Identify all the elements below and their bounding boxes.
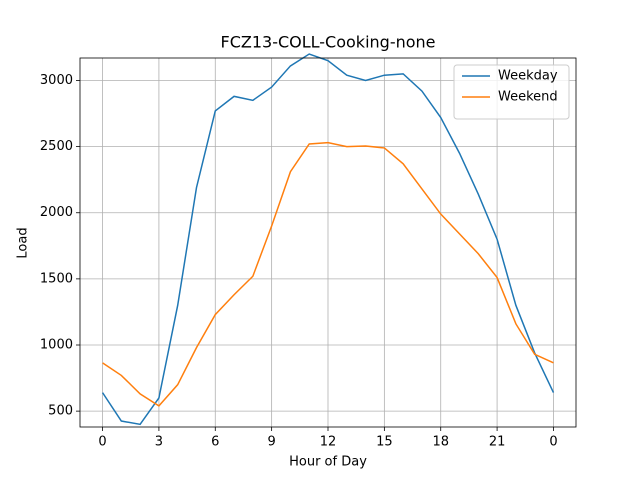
legend: Weekday Weekend (453, 64, 570, 120)
x-axis-label: Hour of Day (289, 455, 367, 470)
data-line (102, 141, 554, 407)
y-tick-label: 2500 (40, 139, 73, 154)
x-tick-label: 21 (489, 435, 506, 450)
y-tick-label: 500 (48, 404, 73, 419)
y-tick-label: 3000 (40, 73, 73, 88)
chart-title: FCZ13-COLL-Cooking-none (221, 33, 436, 52)
x-tick-label: 3 (155, 435, 163, 450)
x-tick-label: 9 (267, 435, 275, 450)
x-tick-label: 12 (320, 435, 337, 450)
y-tick-label: 1000 (40, 338, 73, 353)
y-tick-label: 2000 (40, 205, 73, 220)
legend-label: Weekday (498, 69, 558, 84)
x-tick-label: 0 (98, 435, 106, 450)
plot-frame (79, 57, 577, 428)
x-tick-label: 0 (549, 435, 557, 450)
y-tick-label: 1500 (40, 271, 73, 286)
data-line (101, 53, 555, 426)
x-tick-label: 15 (376, 435, 393, 450)
legend-box (453, 64, 570, 120)
legend-label: Weekend (498, 90, 558, 105)
x-tick-label: 6 (211, 435, 219, 450)
x-tick-label: 18 (432, 435, 449, 450)
y-axis-label: Load (16, 227, 31, 258)
